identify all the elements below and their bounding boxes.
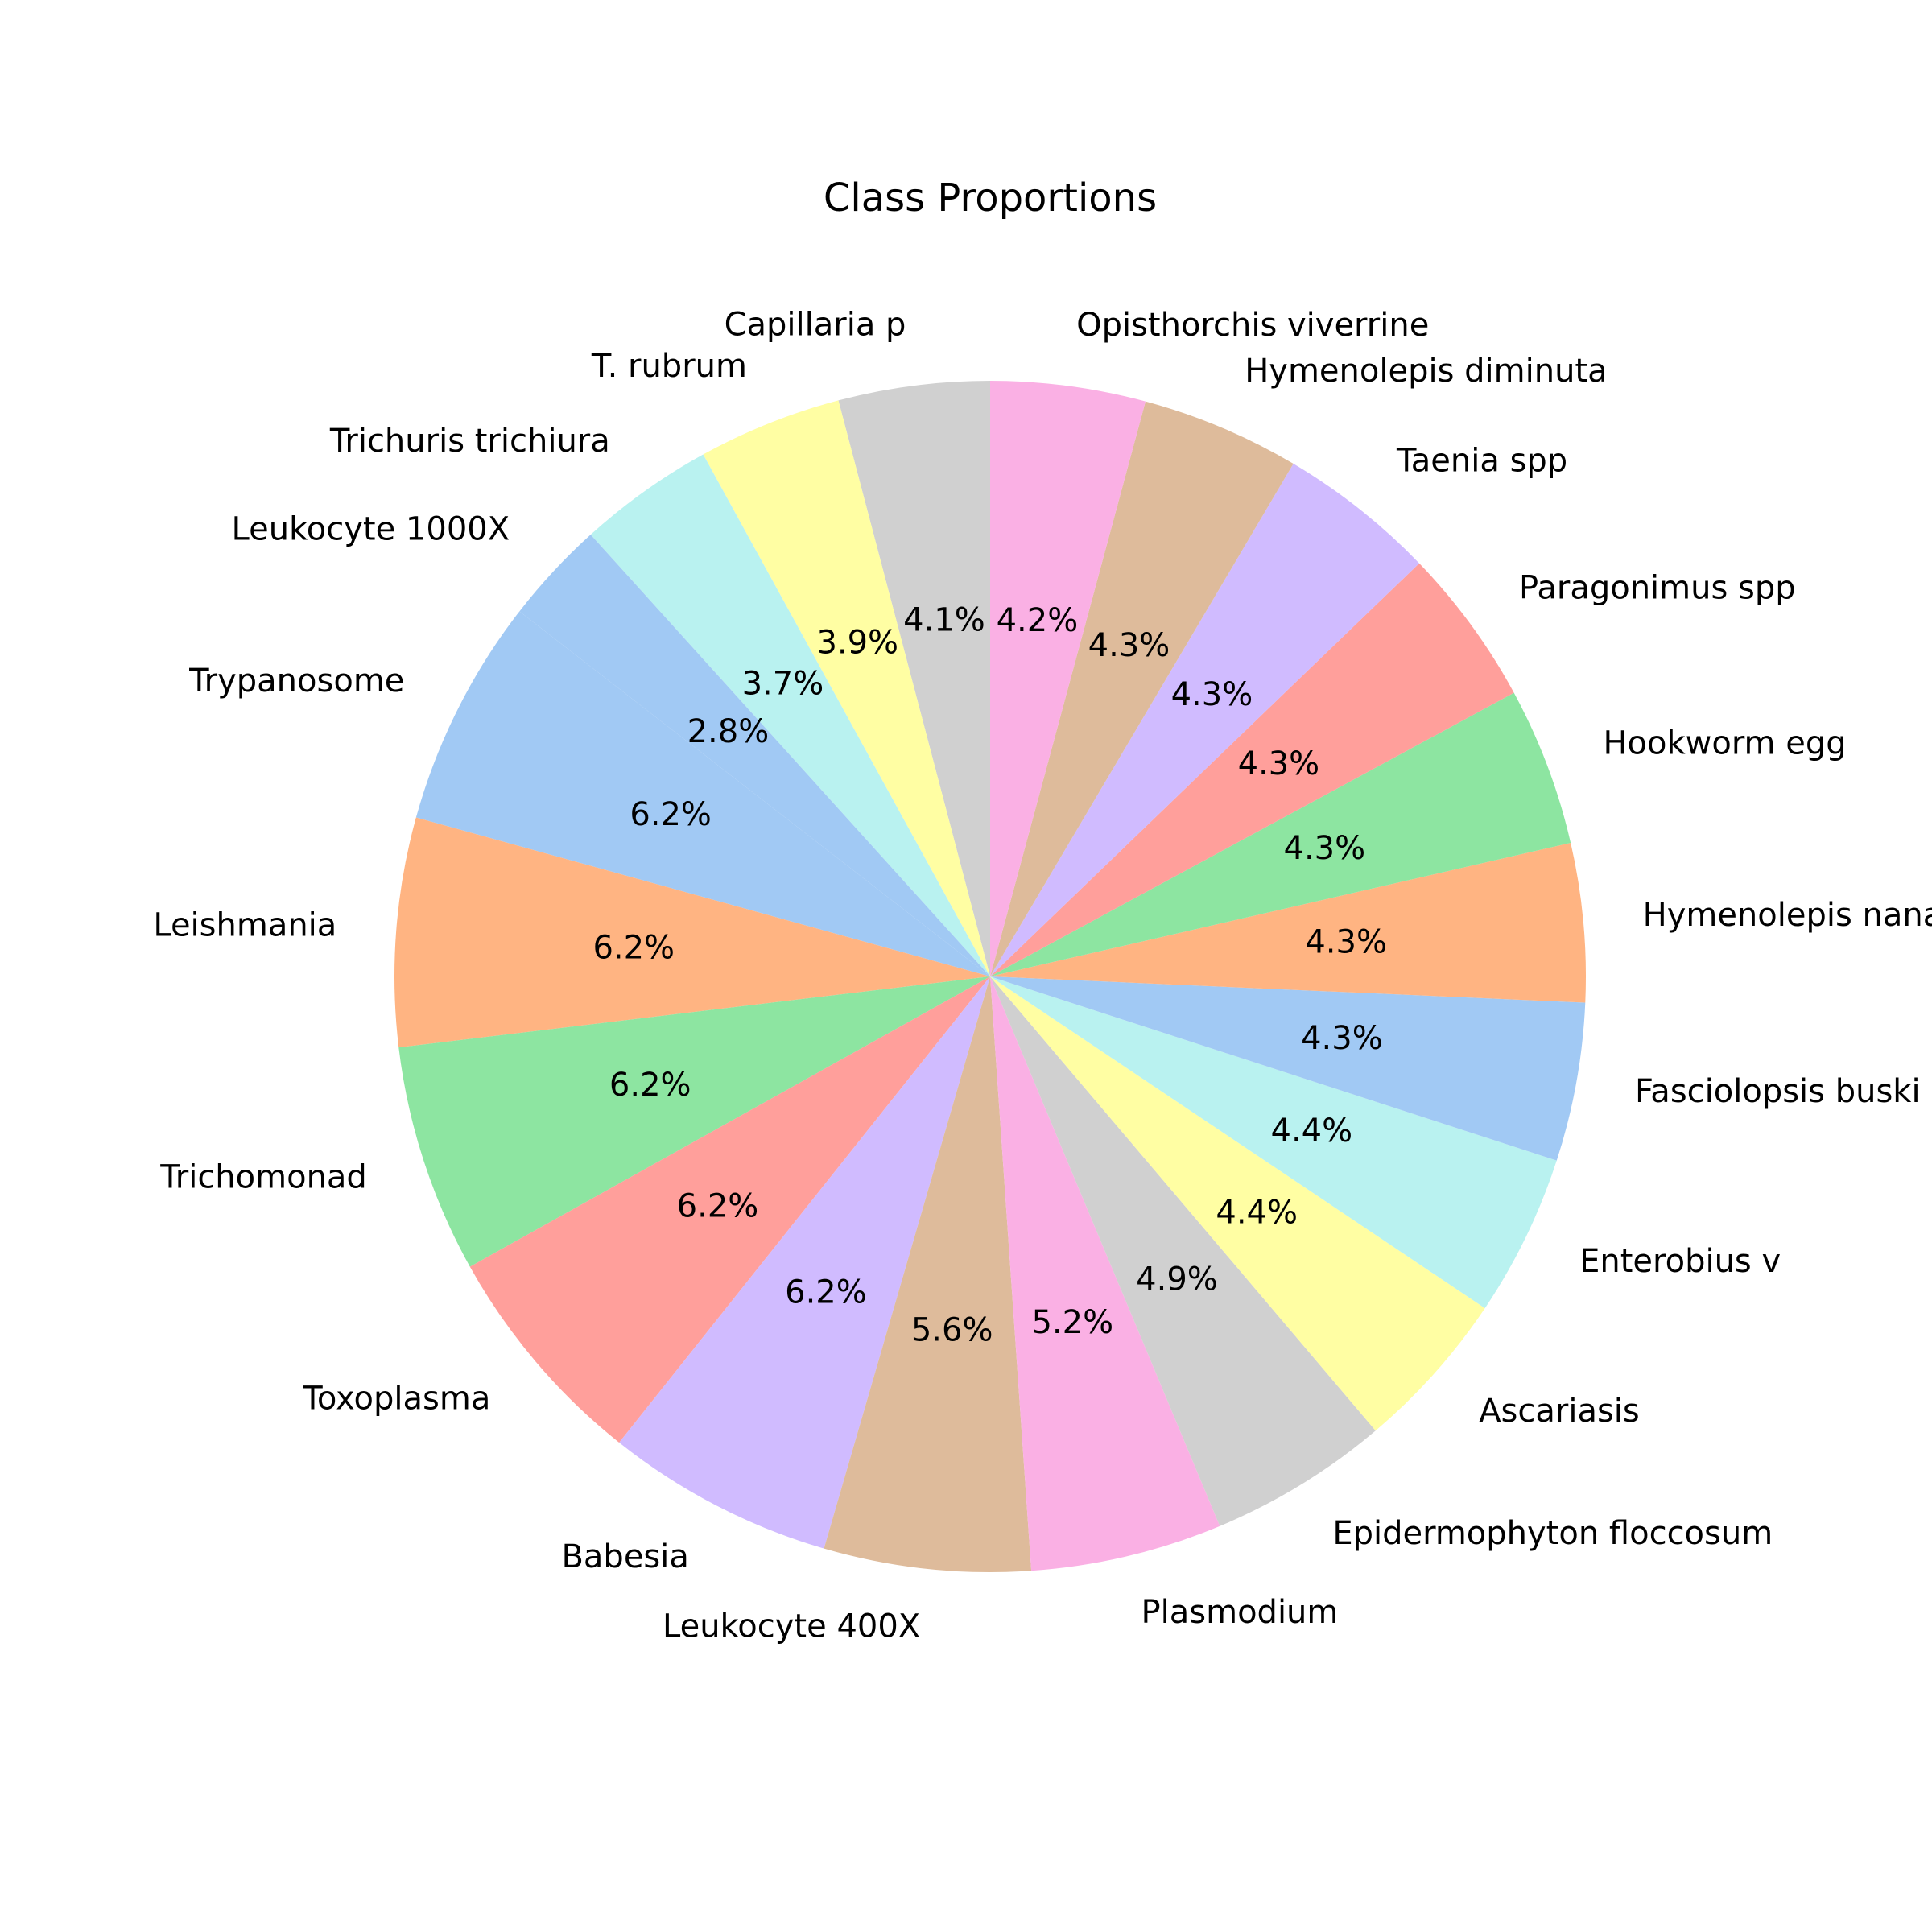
pie-slice-4 — [415, 611, 990, 976]
pct-label-10: 5.2% — [1031, 1304, 1113, 1341]
pct-label-16: 4.3% — [1284, 830, 1366, 867]
pie-slices — [394, 381, 1587, 1573]
pct-label-5: 6.2% — [592, 930, 675, 967]
pct-label-7: 6.2% — [677, 1187, 759, 1224]
pie-slice-16 — [990, 692, 1571, 976]
slice-label-6: Trichomonad — [159, 1159, 367, 1196]
pct-label-8: 6.2% — [785, 1274, 867, 1311]
percentage-labels: 4.1%3.9%3.7% 2.8% 6.2% 6.2% 6.2% 6.2% 6.2% 5.6%… — [592, 602, 1387, 1349]
chart-title: Class Proportions — [824, 175, 1157, 221]
slice-label-12: Ascariasis — [1479, 1393, 1640, 1430]
pie-slice-1 — [703, 400, 990, 976]
pie-slice-8 — [619, 976, 990, 1549]
slice-label-10: Plasmodium — [1141, 1594, 1339, 1631]
pie-slice-17 — [990, 563, 1514, 976]
pie-slice-9 — [824, 976, 1032, 1573]
pie-slice-2 — [590, 454, 990, 976]
pie-slice-15 — [990, 843, 1587, 1003]
pct-label-9: 5.6% — [911, 1311, 993, 1348]
slice-label-17: Paragonimus spp — [1519, 569, 1796, 606]
pct-label-18: 4.3% — [1171, 676, 1253, 713]
slice-label-9: Leukocyte 400X — [663, 1608, 920, 1645]
slice-label-19: Hymenolepis diminuta — [1245, 353, 1607, 390]
slice-label-14: Fasciolopsis buski — [1635, 1073, 1921, 1110]
slice-label-18: Taenia spp — [1396, 443, 1567, 480]
pie-slice-11 — [990, 976, 1376, 1526]
slice-label-0: Capillaria p — [724, 307, 906, 344]
slice-label-11: Epidermophyton floccosum — [1332, 1515, 1773, 1552]
pct-label-19: 4.3% — [1088, 627, 1170, 664]
slice-label-3: Leukocyte 1000X — [232, 511, 510, 548]
slice-labels: Capillaria p T. rubrum Trichuris trichiura… — [153, 307, 1932, 1645]
pct-label-4: 6.2% — [630, 796, 712, 833]
pct-label-3: 2.8% — [687, 713, 770, 750]
pct-label-14: 4.3% — [1301, 1020, 1383, 1057]
pct-label-2: 3.7% — [742, 665, 824, 702]
pct-label-13: 4.4% — [1271, 1113, 1353, 1150]
pie-slice-5 — [394, 817, 990, 1048]
slice-label-4: Trypanosome — [188, 663, 404, 700]
slice-label-1: T. rubrum — [591, 348, 747, 385]
slice-label-7: Toxoplasma — [302, 1381, 490, 1418]
pct-label-11: 4.9% — [1136, 1261, 1218, 1298]
pie-slice-18 — [990, 464, 1420, 976]
slice-label-13: Enterobius v — [1579, 1243, 1781, 1280]
pie-slice-12 — [990, 976, 1485, 1431]
pie-slice-0 — [838, 381, 990, 976]
slice-label-16: Hookworm egg — [1603, 724, 1846, 762]
pie-slice-19 — [990, 401, 1294, 977]
pct-label-20: 4.2% — [997, 602, 1079, 639]
pct-label-0: 4.1% — [903, 602, 985, 639]
pie-slice-7 — [469, 976, 990, 1443]
pct-label-1: 3.9% — [816, 625, 898, 662]
slice-label-2: Trichuris trichiura — [329, 423, 610, 460]
pct-label-6: 6.2% — [609, 1067, 691, 1104]
pct-label-12: 4.4% — [1216, 1195, 1298, 1232]
slice-label-15: Hymenolepis nana — [1643, 897, 1932, 934]
pie-slice-6 — [398, 976, 991, 1267]
slice-label-5: Leishmania — [153, 907, 336, 944]
pie-slice-3 — [519, 535, 990, 976]
pie-slice-20 — [990, 381, 1146, 976]
pct-label-15: 4.3% — [1305, 924, 1387, 961]
slice-label-8: Babesia — [561, 1538, 688, 1575]
pie-slice-10 — [990, 976, 1220, 1571]
pct-label-17: 4.3% — [1238, 745, 1320, 782]
pie-slice-13 — [990, 976, 1557, 1309]
slice-label-20: Opisthorchis viverrine — [1076, 307, 1429, 344]
pie-slice-14 — [990, 976, 1586, 1161]
